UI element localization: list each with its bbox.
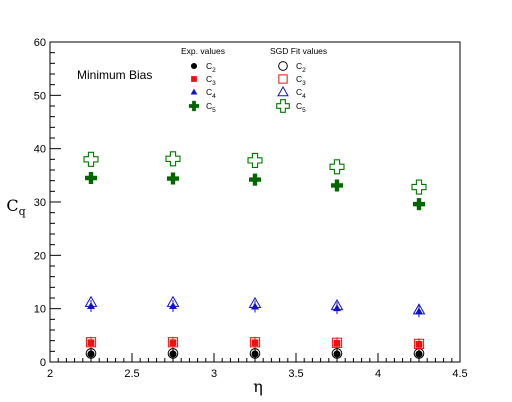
- data-point-fit-c5: [329, 159, 345, 175]
- data-point-exp-c5: [249, 173, 261, 186]
- x-tick-label: 2.5: [124, 368, 139, 380]
- data-point-exp-c3: [333, 339, 341, 347]
- legend-marker-fit-c4: [277, 86, 289, 97]
- legend-label-exp-c5: C5: [206, 101, 216, 114]
- data-point-fit-c2: [331, 348, 343, 359]
- data-point-exp-c2: [169, 350, 177, 358]
- x-tick-label: 2: [47, 368, 53, 380]
- data-point-exp-c2: [415, 350, 423, 358]
- x-tick-label: 3: [211, 368, 217, 380]
- data-point-fit-c4: [84, 295, 98, 307]
- legend-label-exp-c4: C4: [206, 87, 216, 100]
- y-tick-label: 50: [34, 90, 46, 102]
- legend-header-exp: Exp. values: [181, 46, 225, 56]
- legend-label-exp-c3: C3: [206, 74, 216, 87]
- data-markers: [83, 151, 427, 360]
- data-point-exp-c2: [251, 350, 259, 358]
- data-point-exp-c2: [333, 350, 341, 358]
- legend-marker-exp-c3: [191, 76, 197, 82]
- legend-label-sub: 2: [212, 67, 216, 74]
- data-point-exp-c3: [87, 339, 95, 347]
- x-tick-label: 4.5: [452, 368, 467, 380]
- axis-tick-labels: 2 2.5 3 3.5 4 4.5 0 10 20 30 40 50 60: [34, 37, 468, 380]
- data-point-fit-c5: [165, 151, 181, 167]
- data-point-fit-c2: [85, 348, 97, 359]
- data-point-exp-c3: [251, 339, 259, 347]
- data-point-fit-c2: [249, 348, 261, 359]
- y-tick-label: 10: [34, 304, 46, 316]
- axis-ticks: [49, 41, 461, 363]
- y-tick-label: 60: [34, 37, 46, 49]
- legend-marker-fit-c3: [278, 74, 288, 84]
- data-point-fit-c4: [166, 295, 180, 307]
- x-tick-label: 3.5: [288, 368, 303, 380]
- legend-label-sub: 4: [302, 93, 306, 100]
- data-point-fit-c3: [249, 337, 261, 348]
- data-point-fit-c4: [248, 296, 262, 308]
- legend-label-sub: 4: [212, 93, 216, 100]
- data-point-exp-c5: [85, 172, 97, 184]
- legend: Exp. values SGD Fit values C2C3C4C5C2C3C…: [181, 46, 327, 114]
- data-point-exp-c5: [331, 179, 343, 192]
- data-point-fit-c3: [85, 337, 97, 348]
- legend-marker-fit-c2: [278, 61, 288, 71]
- data-point-fit-c5: [247, 152, 263, 168]
- data-point-fit-c3: [331, 337, 343, 348]
- data-point-exp-c3: [415, 341, 423, 348]
- y-axis-title: Cq: [6, 196, 25, 218]
- annotation-minimum-bias: Minimum Bias: [77, 68, 152, 82]
- data-point-exp-c4: [169, 302, 177, 309]
- y-tick-label: 20: [34, 250, 46, 262]
- x-axis-title: η: [253, 377, 263, 396]
- data-point-fit-c2: [167, 348, 179, 359]
- legend-label-fit-c2: C2: [296, 61, 306, 74]
- legend-label-fit-c3: C3: [296, 74, 306, 87]
- legend-label-exp-c2: C2: [206, 61, 216, 74]
- y-tick-label: 40: [34, 144, 46, 156]
- data-point-fit-c5: [83, 151, 99, 167]
- y-tick-label: 30: [34, 197, 46, 209]
- data-point-fit-c4: [330, 298, 344, 311]
- data-point-exp-c3: [169, 339, 177, 347]
- legend-header-fit: SGD Fit values: [270, 46, 327, 56]
- data-point-exp-c5: [413, 198, 425, 211]
- legend-label-sub: 5: [302, 107, 306, 114]
- data-point-exp-c5: [167, 172, 179, 185]
- legend-marker-exp-c2: [190, 62, 198, 70]
- legend-marker-fit-c5: [276, 99, 290, 113]
- data-point-exp-c4: [87, 302, 95, 309]
- x-tick-label: 4: [375, 368, 381, 380]
- y-tick-label: 0: [40, 357, 46, 369]
- data-point-fit-c3: [413, 338, 425, 349]
- y-axis-title-sub: q: [19, 205, 26, 218]
- data-point-exp-c2: [87, 350, 95, 358]
- legend-label-fit-c4: C4: [296, 87, 306, 100]
- data-point-fit-c3: [167, 337, 179, 348]
- legend-marker-exp-c5: [188, 100, 200, 112]
- legend-marker-exp-c4: [190, 88, 198, 95]
- legend-label-sub: 3: [212, 80, 216, 87]
- legend-label-sub: 2: [302, 67, 306, 74]
- data-point-exp-c4: [415, 307, 423, 315]
- data-point-fit-c4: [412, 303, 426, 315]
- data-point-fit-c5: [411, 179, 427, 195]
- y-axis-title-main: C: [6, 196, 18, 215]
- legend-label-sub: 5: [212, 107, 216, 114]
- plot-frame: [49, 41, 461, 363]
- legend-label-fit-c5: C5: [296, 101, 306, 114]
- legend-label-sub: 3: [302, 80, 306, 87]
